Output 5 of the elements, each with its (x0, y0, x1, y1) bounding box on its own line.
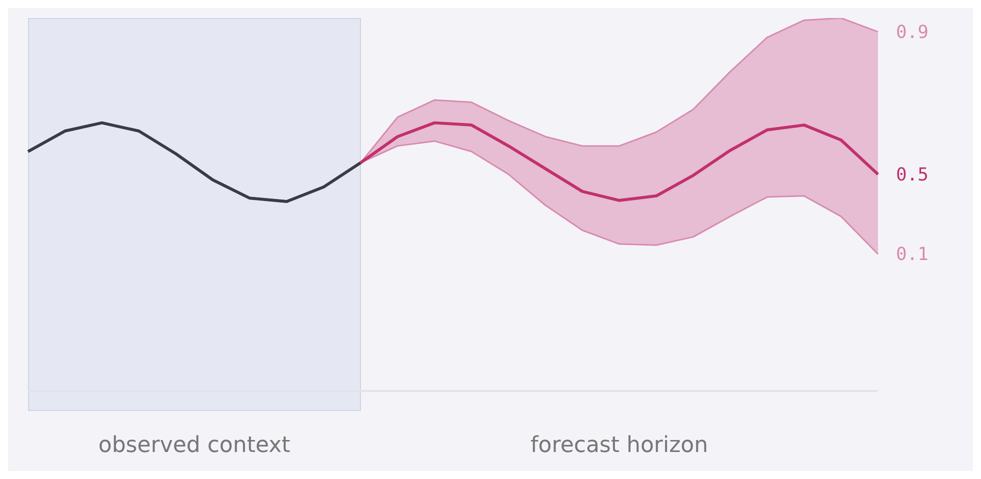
series-label: 0.1 (896, 244, 929, 266)
text: observed context (97, 433, 292, 458)
text: forecast horizon (530, 433, 710, 458)
series-label: 0.9 (896, 22, 929, 43)
series-label: 0.5 (896, 164, 929, 186)
